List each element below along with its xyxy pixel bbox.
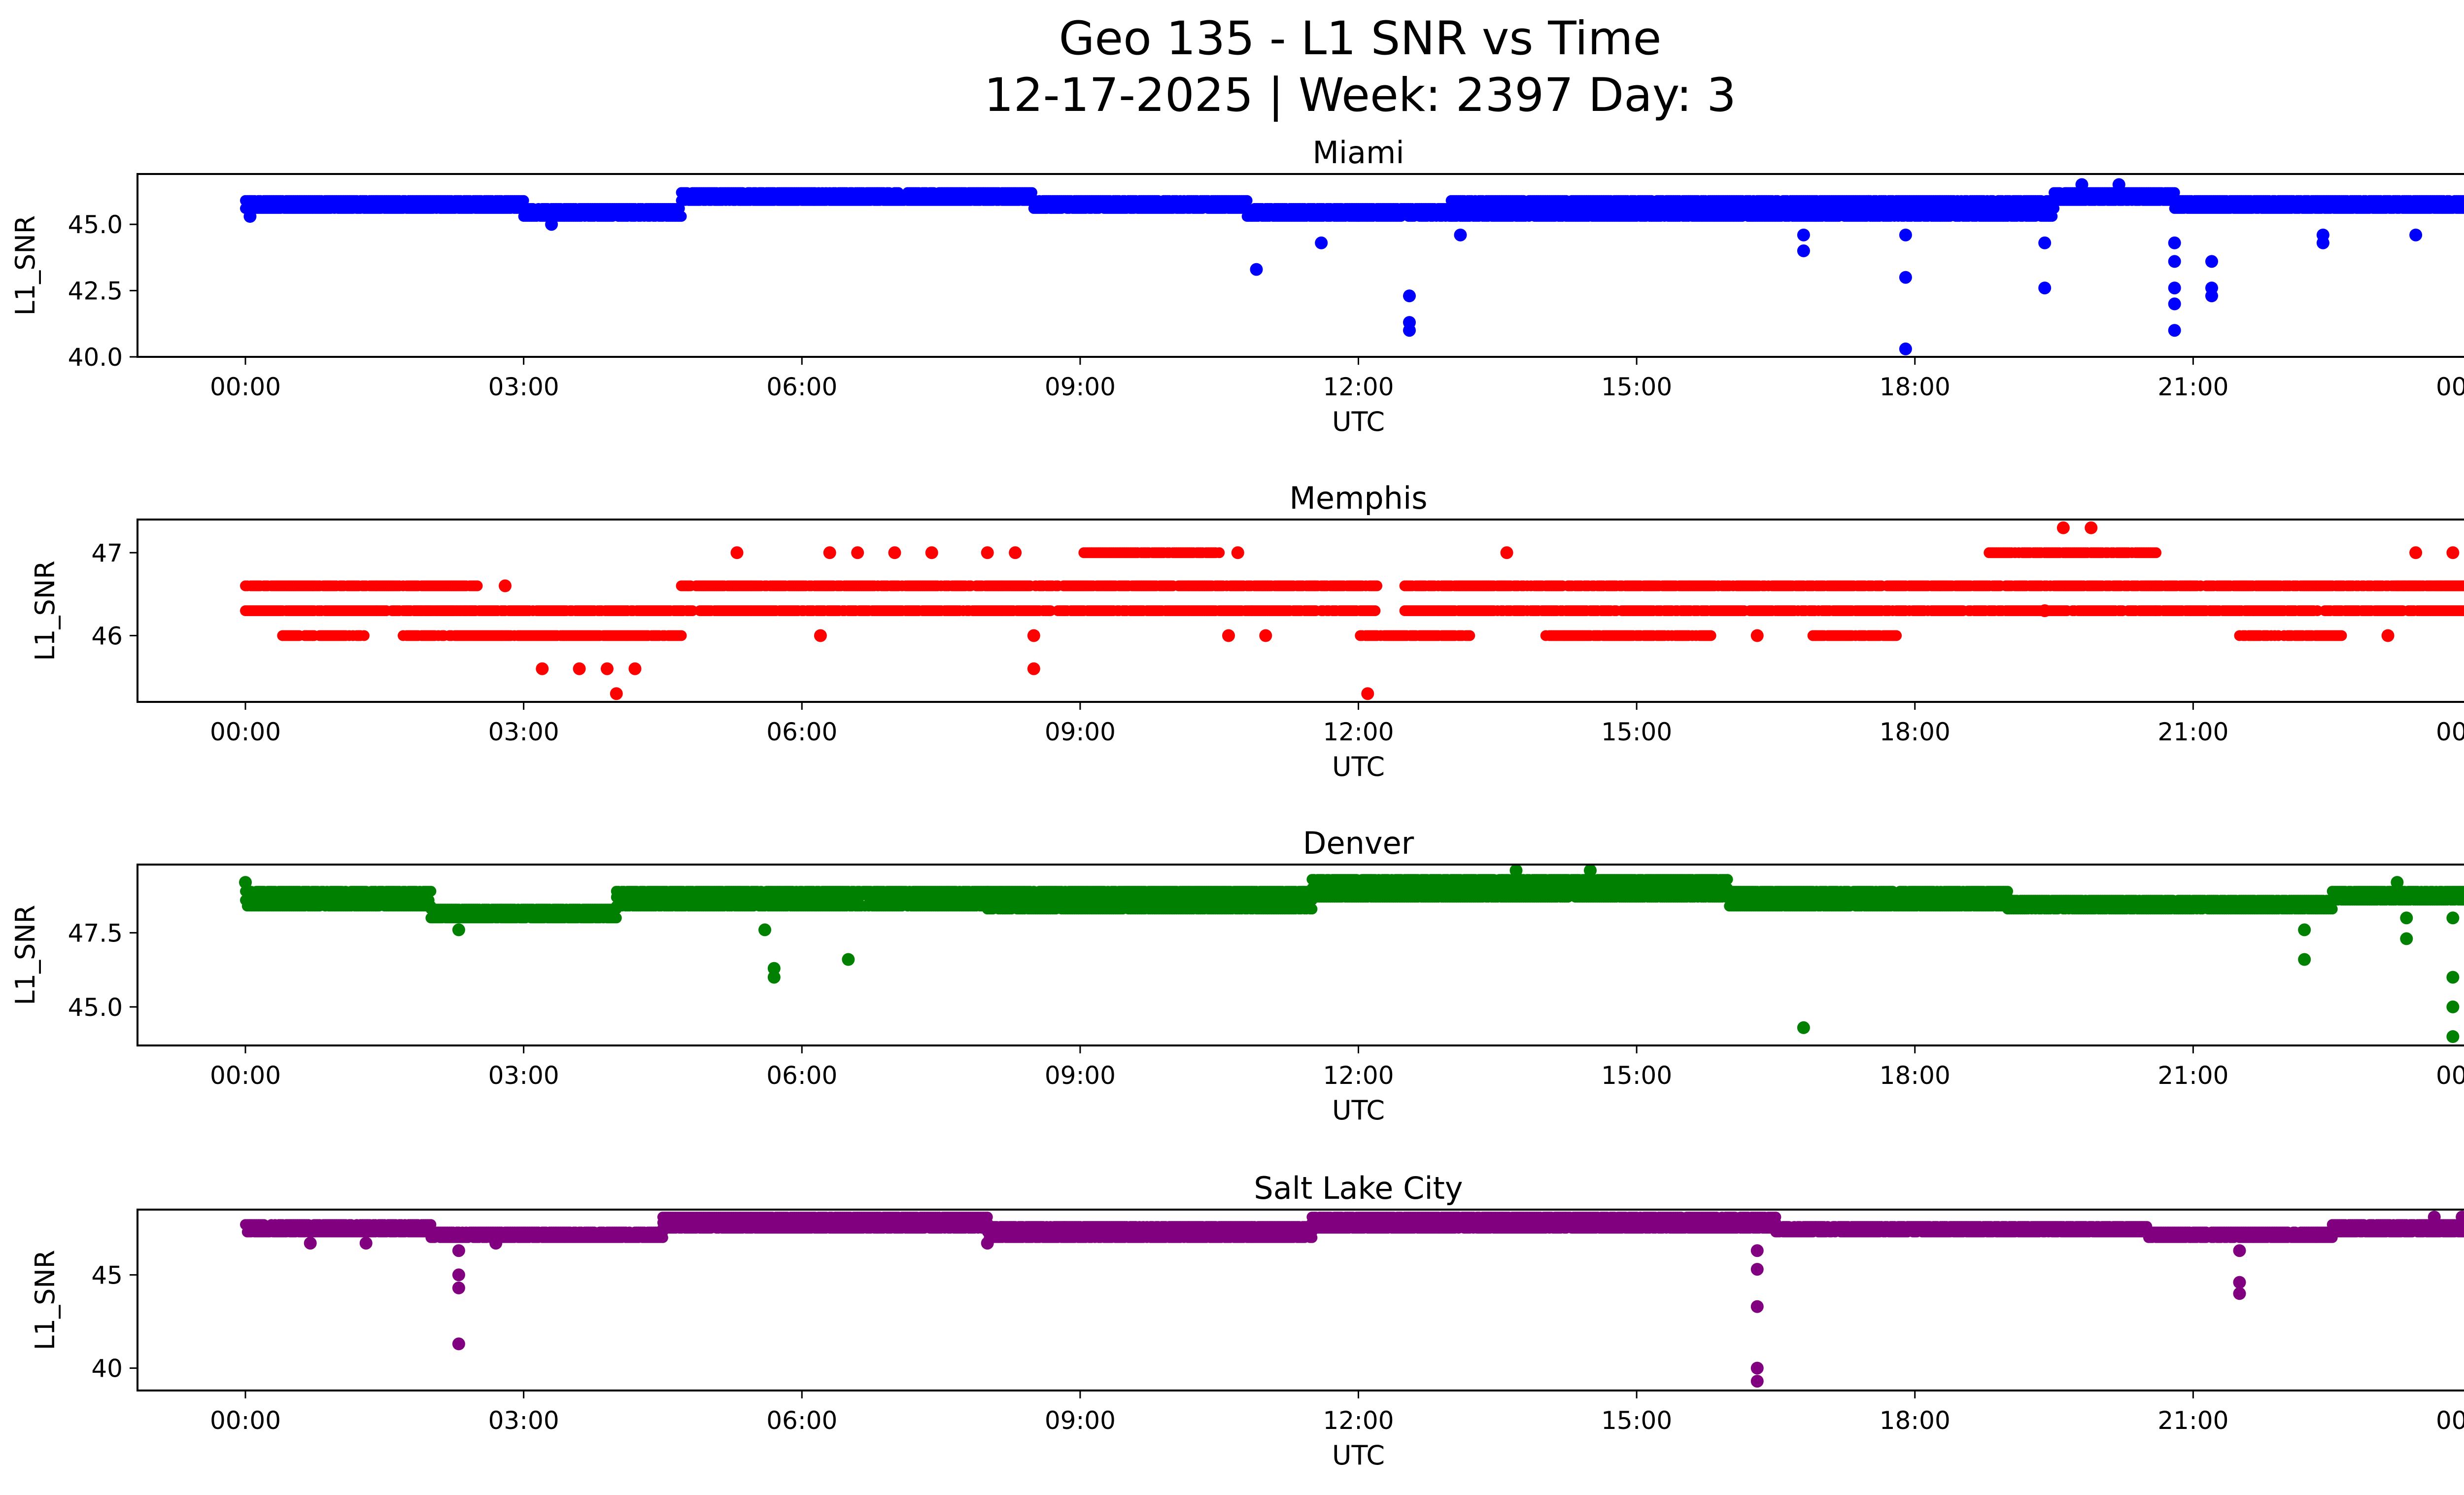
outlier-point	[1899, 342, 1912, 355]
data-point	[2458, 195, 2464, 206]
outlier-point	[2075, 178, 2088, 191]
data-point	[2336, 630, 2347, 641]
outlier-point	[2168, 297, 2181, 311]
y-tick-label: 40.0	[68, 343, 123, 372]
x-tick-label: 00:00	[210, 373, 281, 401]
data-point	[2460, 203, 2464, 214]
x-tick-label: 00:00	[2436, 373, 2464, 401]
y-tick-label: 42.5	[68, 277, 123, 306]
data-point	[1369, 605, 1381, 616]
subplot-title: Miami	[1312, 135, 1404, 171]
y-tick-label: 45.0	[68, 210, 123, 239]
outlier-point	[2168, 324, 2181, 337]
outlier-point	[545, 218, 558, 231]
data-point	[1241, 195, 1253, 206]
outlier-point	[2205, 255, 2218, 268]
data-point	[1464, 630, 1475, 641]
figure-title-line2: 12-17-2025 | Week: 2397 Day: 3	[984, 69, 1736, 122]
outlier-point	[2316, 236, 2329, 249]
outlier-point	[1797, 228, 1810, 242]
data-point	[2151, 547, 2162, 558]
data-point	[676, 630, 687, 641]
x-tick-label: 06:00	[766, 373, 837, 401]
data-point	[1045, 605, 1056, 616]
subplot-miami: Miami 00:00 03:00 06:00 09:00 12:00 15:00 18:00…	[10, 135, 2464, 437]
outlier-point	[2168, 281, 2181, 295]
data-point	[1371, 580, 1383, 591]
figure-title-line1: Geo 135 - L1 SNR vs Time	[1059, 12, 1662, 66]
outlier-point	[2112, 178, 2125, 191]
data-point	[1705, 630, 1716, 641]
outlier-point	[2168, 236, 2181, 249]
x-tick-label: 09:00	[1045, 373, 1116, 401]
subplot-title: Memphis	[1289, 480, 1427, 516]
y-axis-label: L1_SNR	[10, 215, 41, 316]
data-point	[2462, 196, 2464, 205]
outlier-point	[243, 210, 257, 223]
x-tick-label: 21:00	[2157, 373, 2228, 401]
outlier-point	[1250, 263, 1263, 276]
outlier-point	[2205, 289, 2218, 303]
outlier-point	[2168, 255, 2181, 268]
outlier-point	[1403, 289, 1416, 303]
outlier-point	[1797, 244, 1810, 257]
outlier-point	[1899, 228, 1912, 242]
data-point	[2462, 606, 2464, 615]
x-tick-label: 03:00	[488, 373, 559, 401]
outlier-point	[2409, 228, 2423, 242]
data-point	[358, 630, 370, 641]
data-point	[893, 187, 904, 198]
data-point	[472, 580, 483, 591]
outlier-point	[1899, 271, 1912, 284]
outlier-point	[2038, 236, 2052, 249]
x-axis-label: UTC	[1332, 406, 1385, 437]
x-tick-label: 18:00	[1880, 373, 1951, 401]
outlier-point	[2038, 281, 2052, 295]
scatter-points	[240, 178, 2464, 355]
outlier-point	[1315, 236, 1328, 249]
data-point	[1891, 630, 1902, 641]
x-tick-label: 15:00	[1601, 373, 1672, 401]
outlier-point	[1454, 228, 1467, 242]
scatter-points	[240, 521, 2464, 700]
outlier-point	[1403, 324, 1416, 337]
x-tick-label: 12:00	[1323, 373, 1394, 401]
